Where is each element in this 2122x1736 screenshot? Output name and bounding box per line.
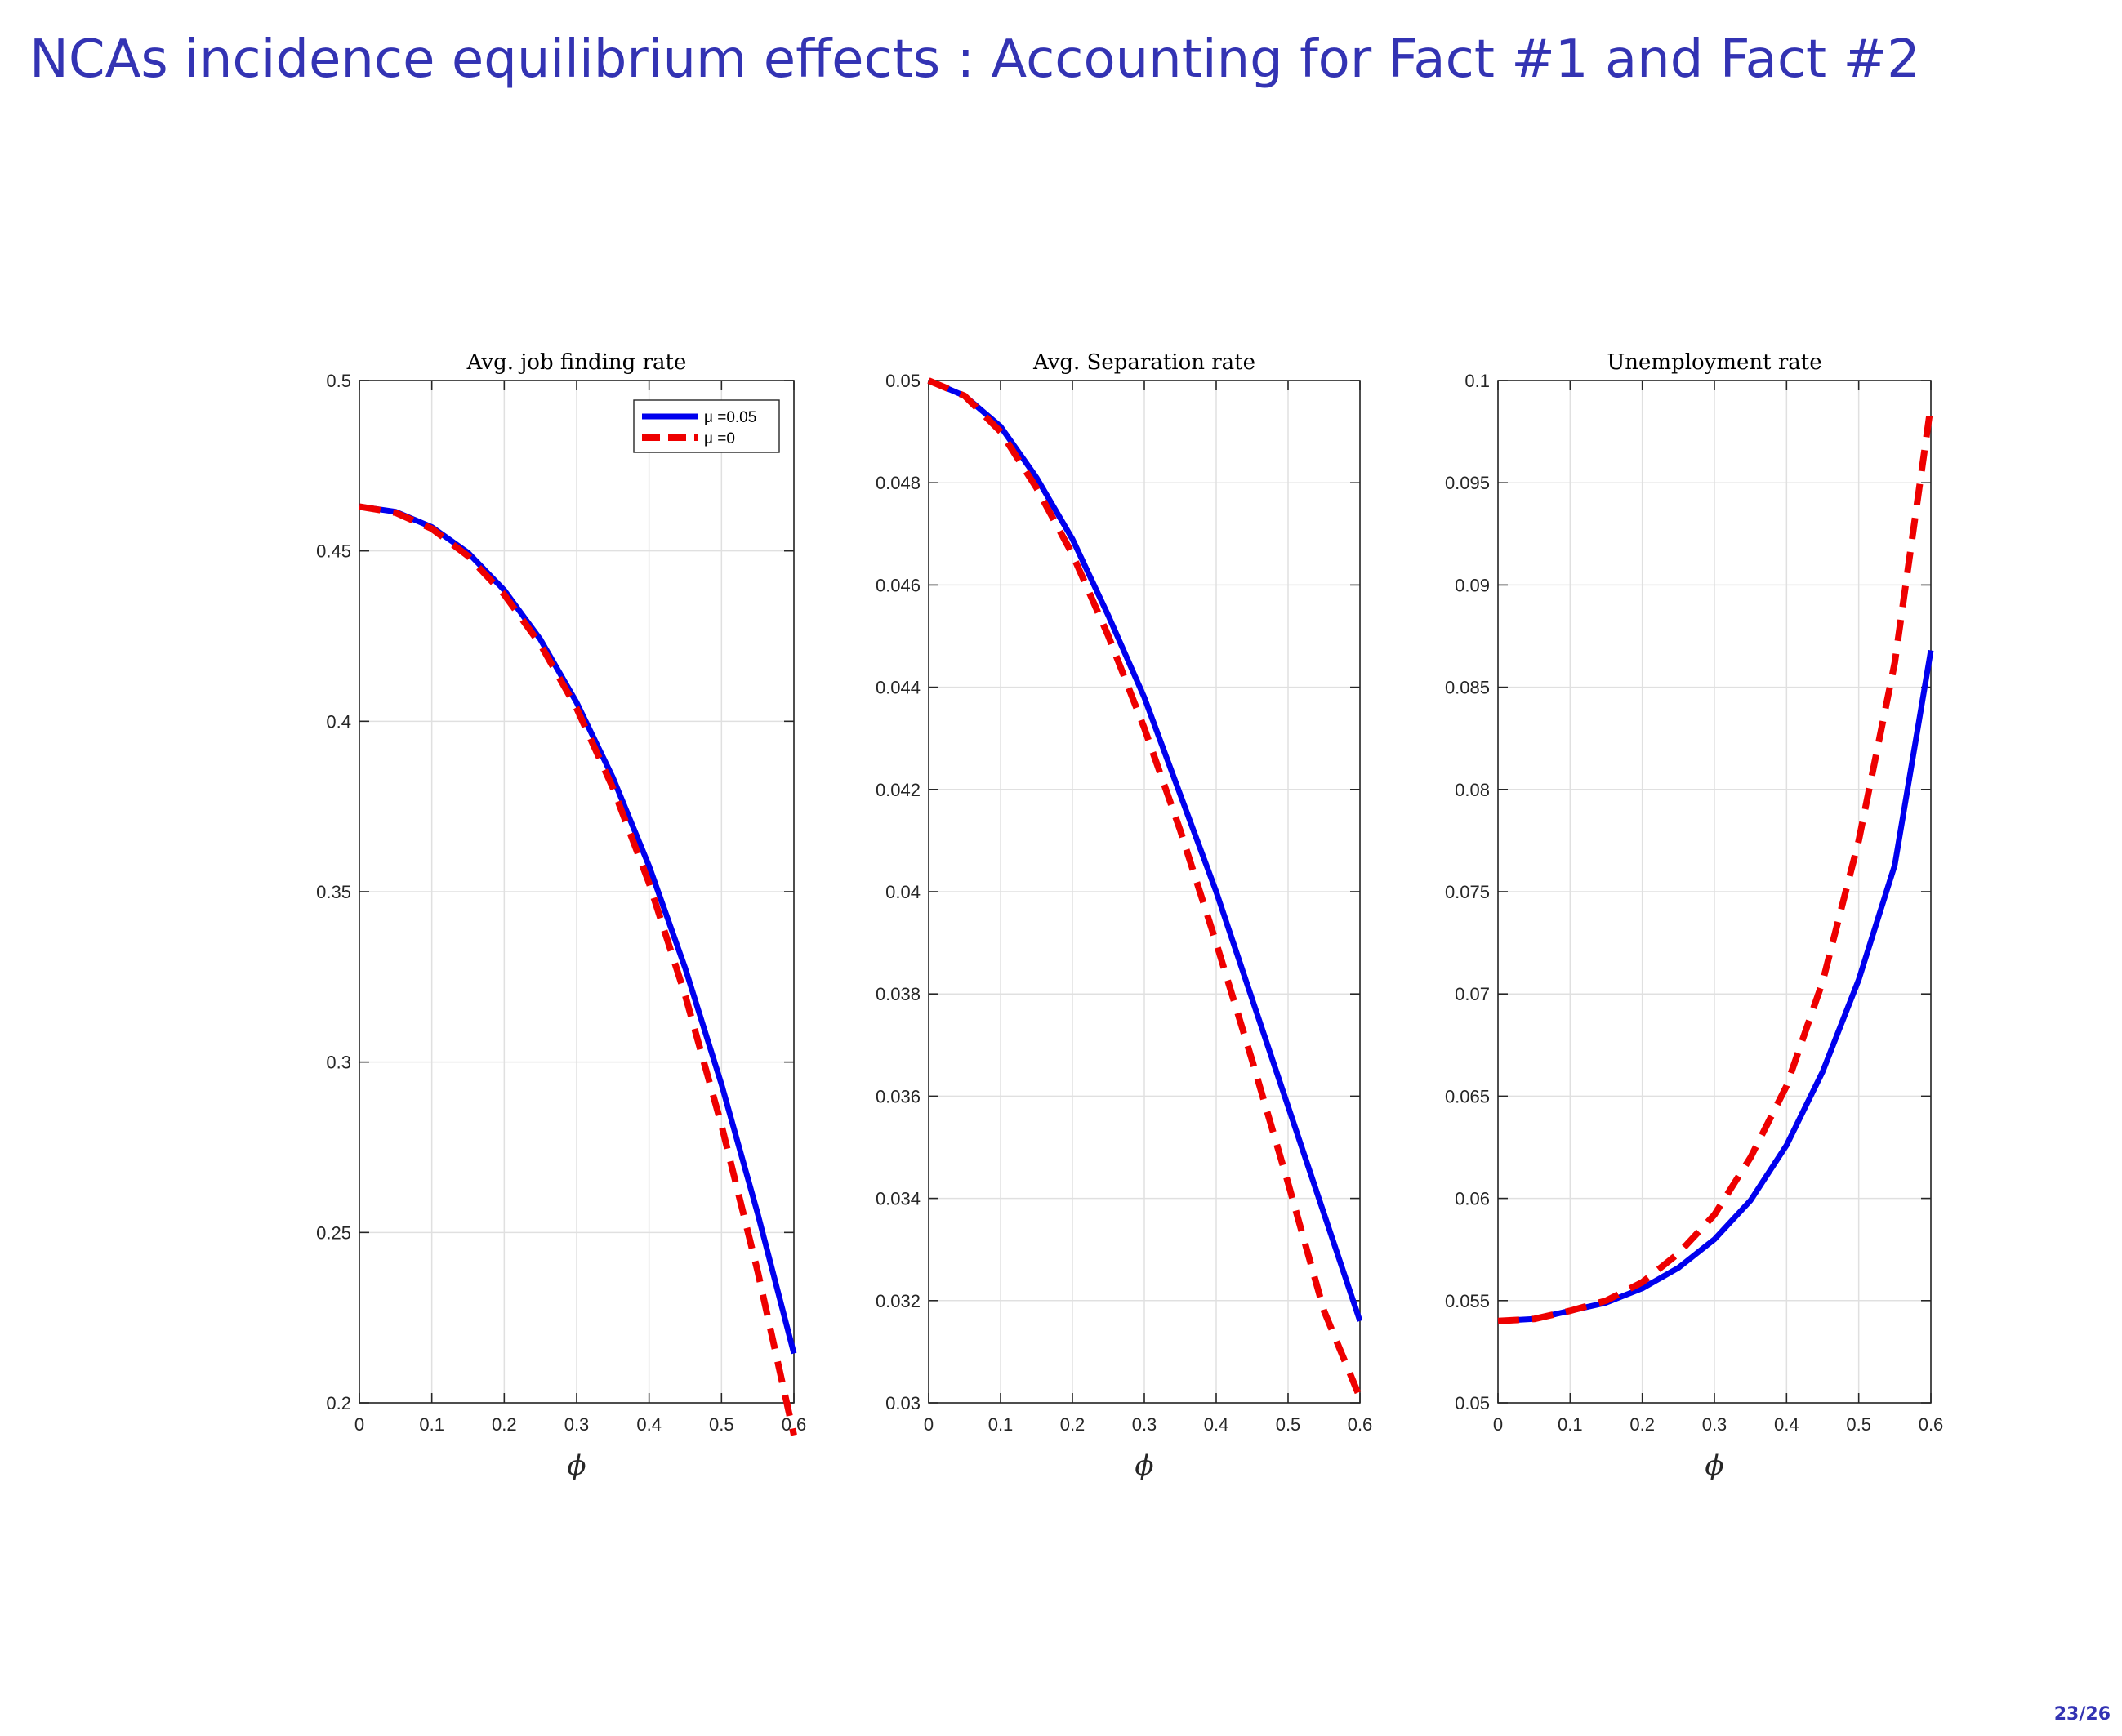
y-tick-label: 0.4: [326, 711, 351, 732]
x-tick-label: 0.1: [1558, 1414, 1583, 1435]
x-tick-label: 0.1: [419, 1414, 444, 1435]
chart-panel-1: 0 0.1 0.2 0.3 0.4 0.5 0.60.20.250.30.350.40.45…: [316, 350, 806, 1482]
y-tick-label: 0.042: [876, 780, 921, 800]
x-axis-label: ϕ: [567, 1449, 586, 1482]
slide-title: NCAs incidence equilibrium effects : Acc…: [29, 29, 1920, 90]
chart-title: Avg. Separation rate: [1032, 350, 1255, 375]
x-tick-label: 0.6: [1348, 1414, 1373, 1435]
x-tick-label: 0.3: [1132, 1414, 1157, 1435]
y-tick-label: 0.35: [316, 882, 351, 902]
y-tick-label: 0.45: [316, 541, 351, 562]
y-tick-label: 0.09: [1455, 575, 1490, 595]
x-axis-label: ϕ: [1705, 1449, 1723, 1482]
y-tick-label: 0.04: [885, 882, 921, 902]
y-tick-label: 0.048: [876, 473, 921, 493]
series-line-mu-0: [359, 503, 797, 1436]
y-tick-label: 0.046: [876, 575, 921, 595]
x-tick-label: 0.2: [1060, 1414, 1086, 1435]
y-tick-label: 0.095: [1445, 473, 1490, 493]
y-tick-label: 0.03: [885, 1393, 921, 1413]
y-tick-label: 0.044: [876, 678, 921, 698]
y-tick-label: 0.1: [1464, 371, 1490, 391]
x-tick-label: 0.5: [1276, 1414, 1301, 1435]
x-tick-label: 0: [924, 1414, 934, 1435]
y-tick-label: 0.034: [876, 1189, 921, 1209]
y-tick-label: 0.05: [1455, 1393, 1490, 1413]
x-tick-label: 0.3: [564, 1414, 590, 1435]
y-tick-label: 0.5: [326, 371, 351, 391]
x-tick-label: 0.2: [1629, 1414, 1655, 1435]
y-tick-label: 0.038: [876, 984, 921, 1004]
x-tick-label: 0.3: [1702, 1414, 1727, 1435]
y-tick-label: 0.06: [1455, 1189, 1490, 1209]
x-tick-label: 0.2: [492, 1414, 517, 1435]
x-tick-label: 0: [1493, 1414, 1503, 1435]
chart-title: Avg. job finding rate: [466, 350, 687, 375]
y-tick-label: 0.075: [1445, 882, 1490, 902]
chart-title: Unemployment rate: [1607, 350, 1821, 375]
series-line-mu-0: [1497, 404, 1934, 1324]
y-tick-label: 0.055: [1445, 1291, 1490, 1311]
y-tick-label: 0.2: [326, 1393, 351, 1413]
series-line-mu-005: [927, 377, 1363, 1322]
legend-entry: μ =0: [704, 430, 735, 447]
chart-panel-2: 0 0.1 0.2 0.3 0.4 0.5 0.6 0.03 0.032 0.034 0.036 0.…: [876, 350, 1372, 1482]
series-line-mu-0: [927, 377, 1363, 1400]
legend-entry: μ =0.05: [704, 409, 756, 426]
x-axis-label: ϕ: [1135, 1449, 1153, 1482]
page-number[interactable]: 23/26: [2053, 1704, 2111, 1725]
y-tick-label: 0.032: [876, 1291, 921, 1311]
x-tick-label: 0.5: [1846, 1414, 1871, 1435]
x-tick-label: 0.4: [636, 1414, 662, 1435]
y-tick-label: 0.25: [316, 1222, 351, 1243]
x-tick-label: 0.4: [1774, 1414, 1799, 1435]
y-tick-label: 0.07: [1455, 984, 1490, 1004]
y-tick-label: 0.08: [1455, 780, 1490, 800]
x-tick-label: 0: [354, 1414, 364, 1435]
y-tick-label: 0.065: [1445, 1086, 1490, 1106]
y-tick-label: 0.05: [885, 371, 921, 391]
x-tick-label: 0.5: [709, 1414, 734, 1435]
legend-box: [633, 399, 780, 453]
y-tick-label: 0.3: [326, 1053, 351, 1073]
x-tick-label: 0.6: [1919, 1414, 1944, 1435]
y-tick-label: 0.085: [1445, 678, 1490, 698]
x-tick-label: 0.4: [1204, 1414, 1229, 1435]
x-tick-label: 0.1: [988, 1414, 1014, 1435]
chart-panel-3: 0 0.1 0.2 0.3 0.4 0.5 0.6 0.05 0.055 0.06 0.065 0.0…: [1445, 350, 1943, 1482]
y-tick-label: 0.036: [876, 1086, 921, 1106]
